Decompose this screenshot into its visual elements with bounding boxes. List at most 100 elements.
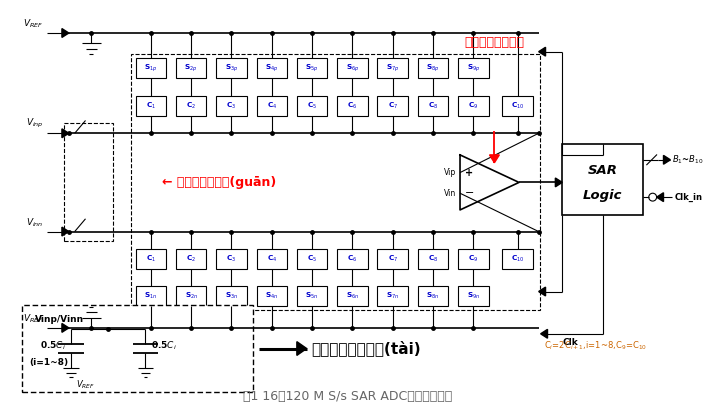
Bar [297, 58, 327, 78]
Polygon shape [62, 323, 69, 332]
Bar [216, 96, 247, 116]
Polygon shape [556, 178, 562, 187]
Text: Logic: Logic [583, 189, 622, 201]
Text: S$_{8p}$: S$_{8p}$ [426, 62, 440, 74]
Polygon shape [62, 227, 69, 236]
Text: S$_{9n}$: S$_{9n}$ [467, 291, 480, 301]
Bar [297, 249, 327, 269]
Text: C$_8$: C$_8$ [428, 254, 438, 264]
Text: $V_{REF}$: $V_{REF}$ [76, 378, 95, 391]
Text: S$_{4p}$: S$_{4p}$ [265, 62, 279, 74]
Bar [458, 96, 489, 116]
Text: C$_8$: C$_8$ [428, 101, 438, 111]
Polygon shape [489, 155, 499, 163]
Text: C$_7$: C$_7$ [387, 101, 398, 111]
Text: S$_{6n}$: S$_{6n}$ [346, 291, 359, 301]
Bar [257, 249, 287, 269]
Text: ← 高線性采樣開關(guān): ← 高線性采樣開關(guān) [162, 176, 276, 189]
Text: Clk_in: Clk_in [674, 192, 702, 202]
Text: Clk: Clk [563, 338, 578, 347]
Text: S$_{2n}$: S$_{2n}$ [185, 291, 198, 301]
Bar [257, 96, 287, 116]
Text: S$_{4n}$: S$_{4n}$ [265, 291, 279, 301]
Bar [176, 58, 206, 78]
Text: S$_{8n}$: S$_{8n}$ [426, 291, 440, 301]
Text: C$_6$: C$_6$ [347, 254, 358, 264]
Bar [136, 249, 166, 269]
Text: Vip: Vip [444, 168, 456, 177]
Bar [458, 286, 489, 306]
Text: S$_{7n}$: S$_{7n}$ [386, 291, 399, 301]
Text: C$_9$: C$_9$ [468, 101, 479, 111]
Text: SAR: SAR [588, 164, 617, 178]
Text: C$_3$: C$_3$ [226, 254, 237, 264]
Bar [297, 96, 327, 116]
Text: C$_{10}$: C$_{10}$ [510, 254, 525, 264]
Polygon shape [62, 28, 69, 37]
Bar [297, 286, 327, 306]
Text: S$_{6p}$: S$_{6p}$ [346, 62, 359, 74]
Bar [418, 286, 448, 306]
Bar [216, 249, 247, 269]
Text: S$_{2p}$: S$_{2p}$ [185, 62, 198, 74]
Bar [176, 249, 206, 269]
Text: S$_{3p}$: S$_{3p}$ [225, 62, 238, 74]
Text: C$_4$: C$_4$ [267, 101, 277, 111]
Bar [502, 96, 533, 116]
Text: 高速低噪聲比較器: 高速低噪聲比較器 [464, 36, 524, 49]
Text: −: − [465, 188, 474, 198]
Text: (i=1~8): (i=1~8) [30, 358, 69, 367]
Text: C$_9$: C$_9$ [468, 254, 479, 264]
Text: S$_{3n}$: S$_{3n}$ [225, 291, 238, 301]
Text: $V_{REF}$: $V_{REF}$ [23, 312, 43, 325]
Bar [176, 96, 206, 116]
Text: +: + [465, 168, 473, 178]
Bar [22, 305, 252, 392]
Polygon shape [297, 342, 307, 356]
Bar [216, 286, 247, 306]
Bar [418, 96, 448, 116]
Bar [136, 96, 166, 116]
Text: S$_{5n}$: S$_{5n}$ [305, 291, 319, 301]
Polygon shape [539, 287, 546, 296]
Polygon shape [657, 193, 663, 201]
Text: C$_7$: C$_7$ [387, 254, 398, 264]
Bar [136, 286, 166, 306]
Bar [136, 58, 166, 78]
Bar [378, 58, 408, 78]
Polygon shape [62, 129, 69, 138]
Bar [257, 286, 287, 306]
Text: S$_{9p}$: S$_{9p}$ [467, 62, 480, 74]
Text: $V_{REF}$: $V_{REF}$ [23, 18, 43, 30]
Text: S$_{1p}$: S$_{1p}$ [144, 62, 158, 74]
Text: Vin: Vin [444, 189, 456, 198]
Bar [378, 286, 408, 306]
Text: $B_1$~$B_{10}$: $B_1$~$B_{10}$ [672, 154, 704, 166]
Bar [418, 58, 448, 78]
Text: S$_{5p}$: S$_{5p}$ [305, 62, 319, 74]
Text: 0.5$C_i$: 0.5$C_i$ [40, 339, 66, 352]
Text: C$_6$: C$_6$ [347, 101, 358, 111]
Text: S$_{7p}$: S$_{7p}$ [386, 62, 399, 74]
Text: C$_1$: C$_1$ [146, 254, 156, 264]
Bar [257, 58, 287, 78]
Bar [337, 249, 368, 269]
Polygon shape [663, 155, 670, 164]
Bar [337, 96, 368, 116]
Bar [562, 144, 643, 215]
Text: C$_2$: C$_2$ [186, 101, 197, 111]
Bar [378, 96, 408, 116]
Text: Vinp/Vinn: Vinp/Vinn [35, 315, 85, 324]
Text: C$_3$: C$_3$ [226, 101, 237, 111]
Text: C$_i$=2C$_{i+1}$,i=1~8,C$_9$=C$_{10}$: C$_i$=2C$_{i+1}$,i=1~8,C$_9$=C$_{10}$ [544, 339, 647, 352]
Text: 权重电容采樣狀態(tài): 权重电容采樣狀態(tài) [312, 341, 421, 356]
Bar [502, 249, 533, 269]
Text: C$_5$: C$_5$ [307, 254, 317, 264]
Bar [378, 249, 408, 269]
Bar [337, 286, 368, 306]
Bar [418, 249, 448, 269]
Text: $V_{inp}$: $V_{inp}$ [25, 117, 43, 130]
Bar [131, 54, 539, 310]
Bar [216, 58, 247, 78]
Polygon shape [541, 329, 547, 338]
